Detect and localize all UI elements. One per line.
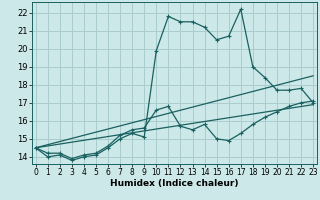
X-axis label: Humidex (Indice chaleur): Humidex (Indice chaleur) bbox=[110, 179, 239, 188]
